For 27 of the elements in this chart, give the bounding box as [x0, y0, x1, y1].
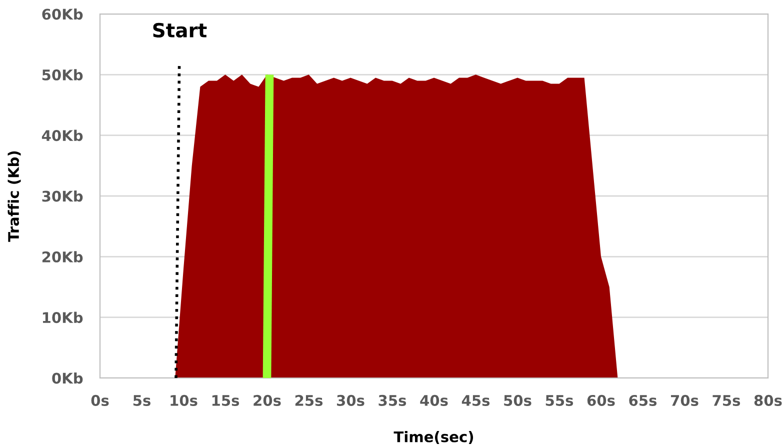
x-tick-label: 5s: [133, 395, 150, 406]
x-tick-label: 50s: [504, 394, 532, 406]
y-tick-label: 40Kb: [42, 130, 83, 142]
y-tick-label: 20Kb: [42, 251, 83, 262]
x-tick-label: 0s: [91, 394, 109, 406]
x-tick-label: 60s: [587, 394, 615, 406]
x-tick-label: 30s: [336, 394, 364, 406]
x-tick-label: 45s: [462, 395, 490, 406]
x-tick-label: 70s: [670, 394, 698, 406]
x-tick-label: 80s: [754, 394, 782, 406]
x-tick-label: 65s: [629, 394, 657, 406]
x-axis-title: Time(sec): [394, 431, 474, 444]
x-tick-label: 75s: [712, 395, 740, 406]
y-tick-label: 0Kb: [52, 372, 83, 384]
y-axis-title: Traffic (Kb): [8, 151, 21, 242]
x-tick-label: 35s: [378, 394, 406, 406]
x-tick-label: 25s: [295, 394, 323, 406]
y-tick-label: 60Kb: [42, 8, 83, 20]
y-tick-label: 50Kb: [42, 69, 83, 80]
x-tick-label: 55s: [546, 395, 574, 406]
x-tick-label: 10s: [170, 394, 198, 406]
y-tick-label: 10Kb: [42, 312, 83, 324]
annotation: Start: [153, 22, 207, 38]
x-tick-label: 40s: [420, 394, 448, 406]
y-tick-label: 30Kb: [42, 190, 83, 202]
x-tick-label: 20s: [254, 394, 281, 406]
x-tick-label: 15s: [212, 395, 240, 406]
